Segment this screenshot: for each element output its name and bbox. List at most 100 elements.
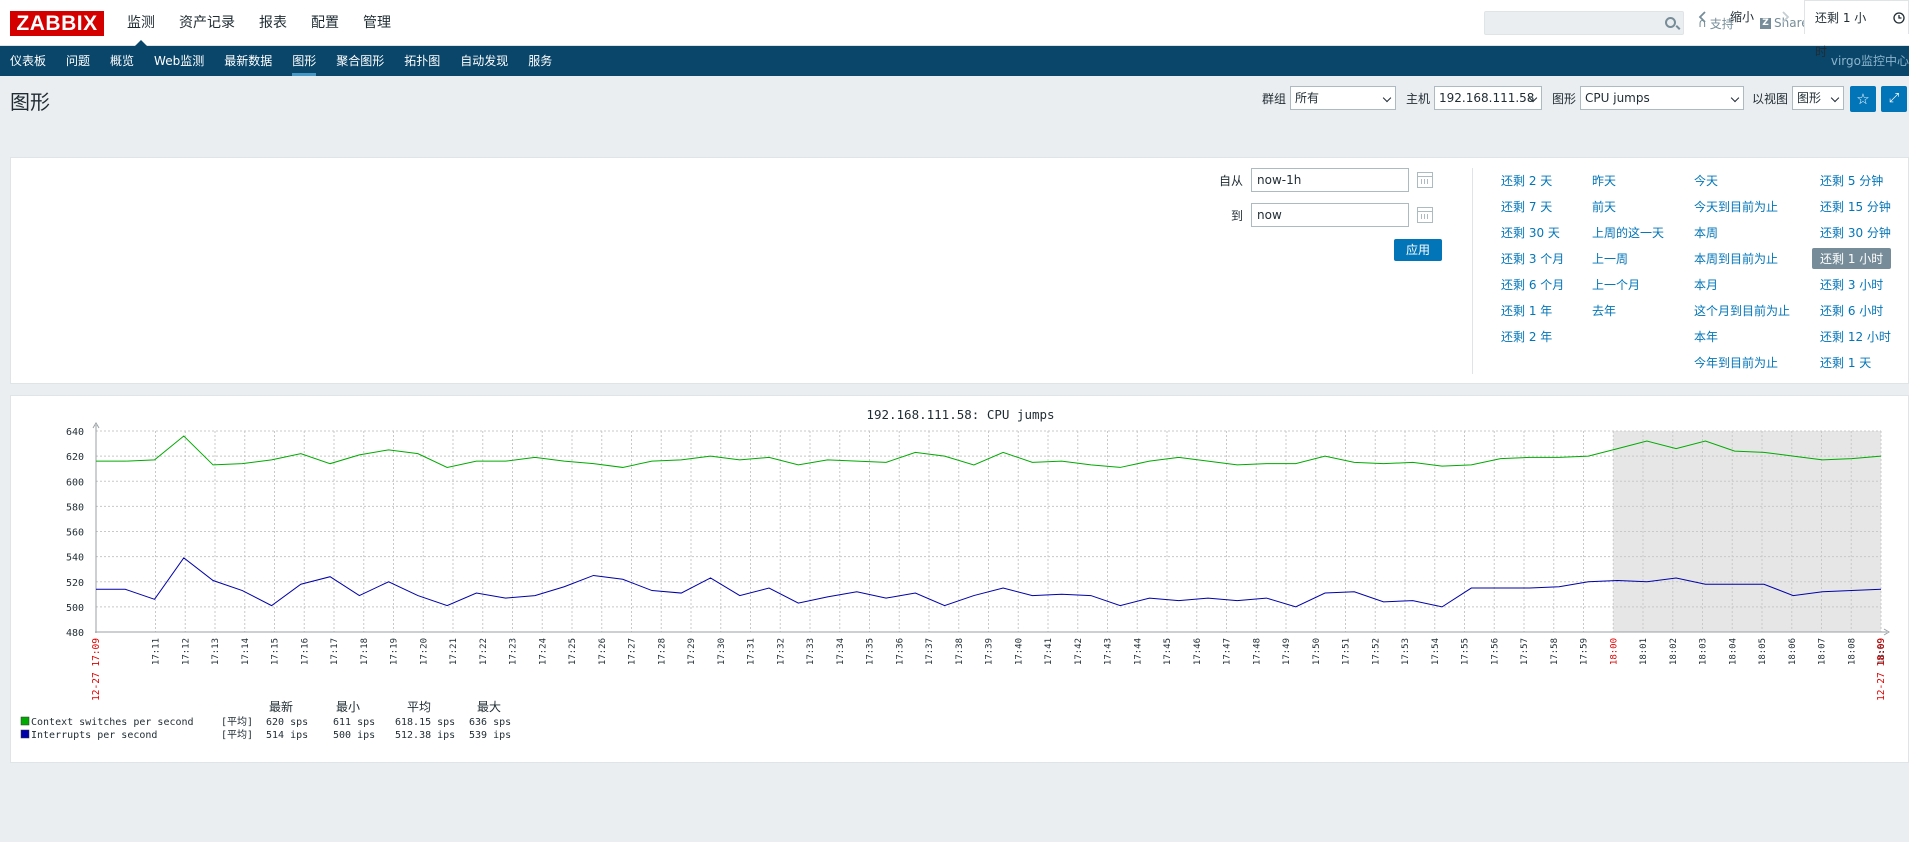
legend-swatch bbox=[20, 716, 30, 726]
submenu-screens[interactable]: 聚合图形 bbox=[336, 54, 385, 68]
quick-range-link[interactable]: 还剩 7 天 bbox=[1501, 200, 1553, 214]
y-axis-arrow bbox=[92, 422, 100, 429]
x-tick-label: 17:53 bbox=[1401, 638, 1411, 665]
quick-range-link[interactable]: 本年 bbox=[1694, 330, 1719, 344]
legend-cell: 500 ips bbox=[333, 730, 375, 741]
menu-configuration[interactable]: 配置 bbox=[311, 15, 339, 31]
quick-range-link[interactable]: 本周 bbox=[1694, 226, 1719, 240]
y-tick-label: 480 bbox=[66, 628, 84, 639]
cpu-jumps-chart[interactable]: 640 620 600 580 560 540 520 500 480 17:11 17:12 17:… bbox=[11, 396, 1908, 762]
from-calendar-icon[interactable] bbox=[1417, 172, 1433, 188]
page-header: 图形 群组 所有 主机 192.168.111.58 图形 CPU jumps … bbox=[0, 76, 1909, 122]
submenu-latest-data[interactable]: 最新数据 bbox=[224, 54, 273, 68]
legend-header: 最新 bbox=[269, 699, 293, 714]
x-axis-arrow bbox=[1883, 628, 1890, 636]
x-tick-label: 17:25 bbox=[568, 638, 578, 665]
group-select[interactable]: 所有 bbox=[1290, 86, 1397, 110]
menu-monitoring[interactable]: 监测 bbox=[115, 0, 167, 46]
quick-range-link[interactable]: 还剩 6 小时 bbox=[1820, 304, 1884, 318]
quick-range-link[interactable]: 还剩 1 年 bbox=[1501, 304, 1553, 318]
x-tick-label: 17:54 bbox=[1431, 638, 1441, 665]
x-tick-label: 17:42 bbox=[1074, 638, 1084, 665]
next-period-icon[interactable] bbox=[1778, 0, 1792, 34]
to-input[interactable]: now bbox=[1251, 203, 1409, 227]
apply-button[interactable]: 应用 bbox=[1394, 239, 1442, 261]
zabbix-logo[interactable]: ZABBIX bbox=[10, 11, 104, 36]
x-tick-label: 17:40 bbox=[1014, 638, 1024, 665]
zoom-out-button[interactable]: 缩小 bbox=[1730, 10, 1755, 24]
quick-range-link[interactable]: 还剩 1 小时 bbox=[1812, 248, 1892, 269]
quick-range-link[interactable]: 还剩 5 分钟 bbox=[1820, 174, 1884, 188]
support-link[interactable]: ∩ 支持 bbox=[1698, 16, 1734, 31]
x-tick-label: 18:07 bbox=[1818, 638, 1828, 665]
x-tick-label: 17:18 bbox=[360, 638, 370, 665]
menu-reports[interactable]: 报表 bbox=[259, 15, 287, 31]
quick-range-link[interactable]: 还剩 15 分钟 bbox=[1820, 200, 1891, 214]
quick-range-link[interactable]: 还剩 1 天 bbox=[1820, 356, 1872, 370]
time-range-tab[interactable]: 还剩 1 小时 bbox=[1804, 0, 1909, 59]
x-tick-label: 17:12 bbox=[181, 638, 191, 665]
to-calendar-icon[interactable] bbox=[1417, 207, 1433, 223]
quick-range-link[interactable]: 还剩 2 年 bbox=[1501, 330, 1553, 344]
submenu-problems[interactable]: 问题 bbox=[66, 54, 91, 68]
y-tick-label: 560 bbox=[66, 528, 84, 539]
search-input[interactable] bbox=[1484, 11, 1684, 35]
x-tick-label: 17:26 bbox=[598, 638, 608, 665]
quick-range-link[interactable]: 还剩 30 分钟 bbox=[1820, 226, 1891, 240]
submenu-dashboard[interactable]: 仪表板 bbox=[10, 54, 47, 68]
submenu-services[interactable]: 服务 bbox=[528, 54, 553, 68]
legend-cell: 611 sps bbox=[333, 717, 375, 728]
quick-range-link[interactable]: 今年到目前为止 bbox=[1694, 356, 1779, 370]
x-tick-label: 17:46 bbox=[1193, 638, 1203, 665]
quick-range-link[interactable]: 还剩 12 小时 bbox=[1820, 330, 1891, 344]
prev-period-icon[interactable] bbox=[1696, 0, 1710, 34]
submenu-maps[interactable]: 拓扑图 bbox=[404, 54, 441, 68]
view-select[interactable]: 图形 bbox=[1792, 86, 1845, 110]
quick-range-link[interactable]: 还剩 6 个月 bbox=[1501, 278, 1565, 292]
quick-range-link[interactable]: 还剩 3 个月 bbox=[1501, 252, 1565, 266]
x-tick-label: 17:24 bbox=[538, 638, 548, 665]
submenu-overview[interactable]: 概览 bbox=[110, 54, 135, 68]
legend-cell: Interrupts per second bbox=[31, 730, 157, 741]
y-tick-label: 580 bbox=[66, 502, 84, 513]
group-filter: 群组 所有 bbox=[1262, 86, 1397, 110]
submenu-graphs[interactable]: 图形 bbox=[282, 46, 326, 76]
graph-select[interactable]: CPU jumps bbox=[1580, 86, 1745, 110]
menu-inventory[interactable]: 资产记录 bbox=[179, 15, 235, 31]
quick-range-link[interactable]: 本周到目前为止 bbox=[1694, 252, 1779, 266]
x-tick-label: 17:15 bbox=[271, 638, 281, 665]
quick-range-link[interactable]: 这个月到目前为止 bbox=[1694, 304, 1791, 318]
legend-cell: [平均] bbox=[221, 716, 253, 728]
x-tick-label: 17:38 bbox=[955, 638, 965, 665]
to-label: 到 bbox=[1230, 208, 1243, 223]
menu-administration[interactable]: 管理 bbox=[363, 15, 391, 31]
quick-range-link[interactable]: 上一周 bbox=[1592, 252, 1629, 266]
quick-range-link[interactable]: 去年 bbox=[1592, 304, 1617, 318]
quick-range-link[interactable]: 还剩 2 天 bbox=[1501, 174, 1553, 188]
quick-range-link[interactable]: 还剩 30 天 bbox=[1501, 226, 1560, 240]
quick-range-link[interactable]: 今天 bbox=[1694, 174, 1719, 188]
quick-range-link[interactable]: 上一个月 bbox=[1592, 278, 1641, 292]
quick-range-link[interactable]: 前天 bbox=[1592, 200, 1617, 214]
quick-range-link[interactable]: 本月 bbox=[1694, 278, 1719, 292]
quick-range-link[interactable]: 昨天 bbox=[1592, 174, 1617, 188]
x-end-label: 12-27 18:09 bbox=[1876, 638, 1887, 701]
x-tick-label: 17:58 bbox=[1550, 638, 1560, 665]
x-tick-label: 17:23 bbox=[509, 638, 519, 665]
favorite-star-icon[interactable]: ☆ bbox=[1850, 86, 1876, 112]
x-tick-label: 18:09 bbox=[1877, 638, 1887, 665]
quick-range-link[interactable]: 上周的这一天 bbox=[1592, 226, 1665, 240]
host-label: 主机 bbox=[1406, 91, 1431, 106]
search-icon[interactable] bbox=[1665, 17, 1676, 28]
y-tick-label: 520 bbox=[66, 578, 84, 589]
submenu-discovery[interactable]: 自动发现 bbox=[460, 54, 509, 68]
quick-range-link[interactable]: 还剩 3 小时 bbox=[1820, 278, 1884, 292]
from-input[interactable]: now-1h bbox=[1251, 168, 1409, 192]
fullscreen-icon[interactable]: ⤢ bbox=[1881, 86, 1907, 112]
quick-range-link[interactable]: 今天到目前为止 bbox=[1694, 200, 1779, 214]
x-tick-label: 17:41 bbox=[1044, 638, 1054, 665]
host-select[interactable]: 192.168.111.58 bbox=[1434, 86, 1543, 110]
x-tick-label: 17:51 bbox=[1342, 638, 1352, 665]
share-link[interactable]: Z Share bbox=[1760, 0, 1809, 46]
submenu-web[interactable]: Web监测 bbox=[154, 54, 205, 68]
